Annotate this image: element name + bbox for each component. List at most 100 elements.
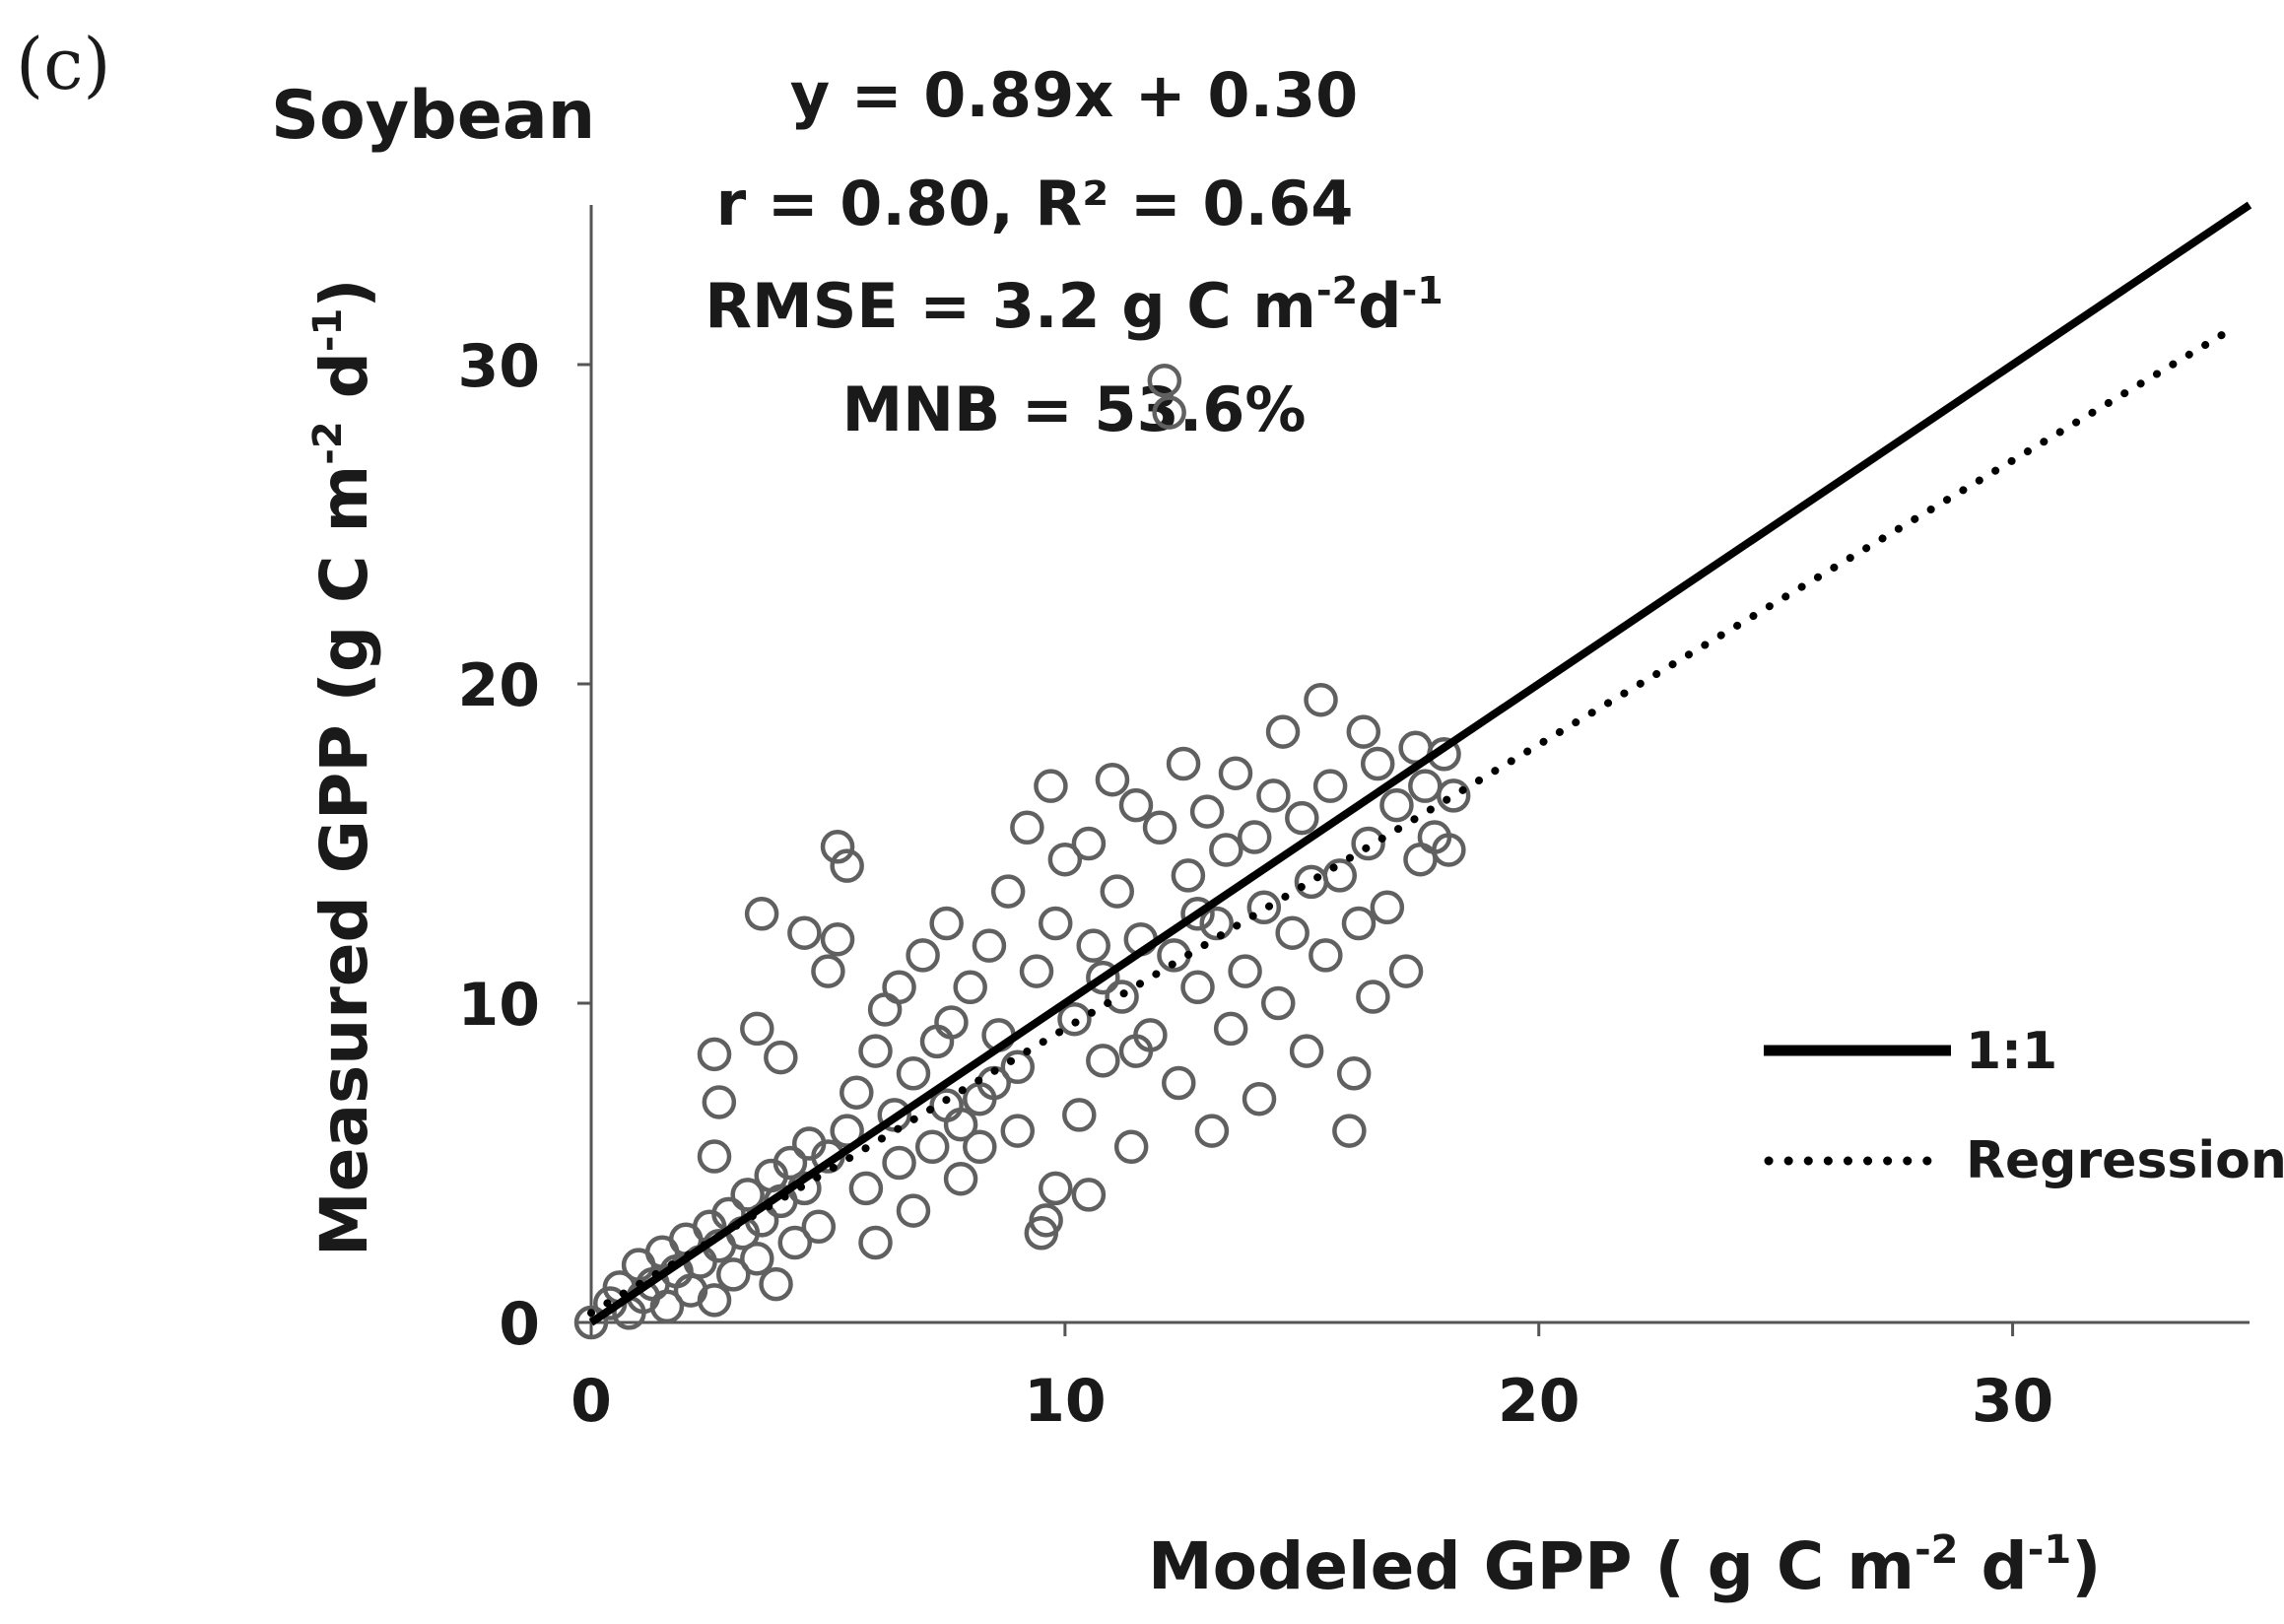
data-point [1304,682,1338,717]
data-point [1436,778,1471,813]
data-point [1218,756,1253,790]
fit-lines [587,201,2252,1326]
data-point [787,915,822,950]
data-point [1370,890,1405,925]
data-point [702,1085,737,1119]
y-tick-label: 20 [458,651,541,720]
data-point [1118,1034,1154,1068]
data-point [1260,985,1296,1021]
data-point [1147,363,1182,398]
data-point [1034,769,1068,803]
x-axis-title: Modeled GPP ( g C m-2 d-1) [1148,1527,2101,1604]
data-point [1152,395,1186,430]
y-tick-label: 30 [458,332,541,401]
data-point [882,970,916,1005]
stat-rmse-sup1: -2 [1316,269,1358,312]
y-title-main: Measured GPP (g C m [306,465,382,1256]
stat-correlation: r = 0.80, R² = 0.64 [716,168,1354,239]
data-point [1209,833,1243,867]
data-point [1432,833,1466,867]
panel-label: (c) [16,23,111,105]
regression-line [587,322,2240,1318]
data-point [1038,1171,1073,1206]
data-point [1071,826,1107,861]
stat-rmse-sup2: -1 [1402,269,1444,312]
axes: 0 10 20 30 0 10 20 30 [458,205,2250,1436]
data-point [929,1088,964,1122]
data-point [1162,1065,1196,1101]
data-point [730,1178,765,1212]
data-point [697,1283,732,1318]
legend: 1:1 Regression [1764,1022,2284,1190]
data-point [1105,980,1139,1014]
y-title-sup2: -1 [305,308,351,352]
data-point [990,874,1026,909]
data-point [1408,769,1443,803]
x-title-mid: d [1959,1528,2028,1604]
stat-rmse-prefix: RMSE = 3.2 g C m [705,270,1316,342]
data-point [744,897,779,931]
data-point [1289,1034,1324,1068]
data-point [1076,928,1110,963]
stat-mnb: MNB = 53.6% [841,373,1306,445]
data-point [716,1257,751,1292]
data-point [1242,1081,1277,1116]
data-point [1246,890,1282,925]
data-point [1142,810,1177,846]
data-point [934,1005,969,1040]
data-point [820,921,855,957]
data-point [1000,1114,1036,1148]
data-point [1265,714,1301,749]
data-point [1118,787,1154,823]
data-point [882,1145,916,1181]
data-point [858,1225,893,1260]
y-title-mid: d [306,352,382,421]
data-point [740,1011,774,1047]
data-point [896,1193,931,1228]
data-point [801,1209,837,1245]
data-point [1294,864,1329,900]
x-title-sup2: -1 [2028,1527,2071,1573]
data-point [697,1037,732,1072]
data-point [830,848,864,883]
data-point [1332,1114,1367,1148]
data-point [963,1129,997,1165]
data-point [773,1145,808,1181]
data-point [1351,826,1385,861]
data-point [1346,714,1381,749]
data-point [1010,810,1044,846]
data-point [1000,1049,1036,1085]
stat-rmse-mid: d [1358,270,1401,342]
data-point [1275,915,1310,950]
y-tick-label: 10 [458,971,541,1040]
data-point [811,954,845,988]
data-point [1322,858,1358,893]
data-point [1194,1114,1230,1148]
data-point [858,1034,893,1068]
data-point [1062,1098,1097,1132]
data-point [953,970,987,1005]
data-point [1213,1011,1248,1047]
data-point [1199,906,1234,941]
one-to-one-line [588,201,2252,1326]
data-point [840,1075,874,1110]
data-point [1057,1001,1092,1037]
data-point [943,1161,978,1196]
data-point [1360,746,1395,781]
data-point [764,1040,798,1075]
data-point [1309,938,1343,973]
x-title-end: ) [2071,1528,2101,1604]
x-title-main: Modeled GPP ( g C m [1148,1528,1915,1604]
data-point [929,906,964,941]
data-point [697,1139,732,1174]
data-point [1171,858,1206,893]
data-point [972,928,1007,963]
data-point [1029,1203,1063,1238]
data-point [914,1129,950,1165]
data-point [1312,769,1348,803]
data-point [1237,820,1272,854]
data-point [1180,970,1215,1005]
data-point [1086,1044,1120,1078]
data-point [1019,954,1054,988]
data-point [896,1056,931,1091]
